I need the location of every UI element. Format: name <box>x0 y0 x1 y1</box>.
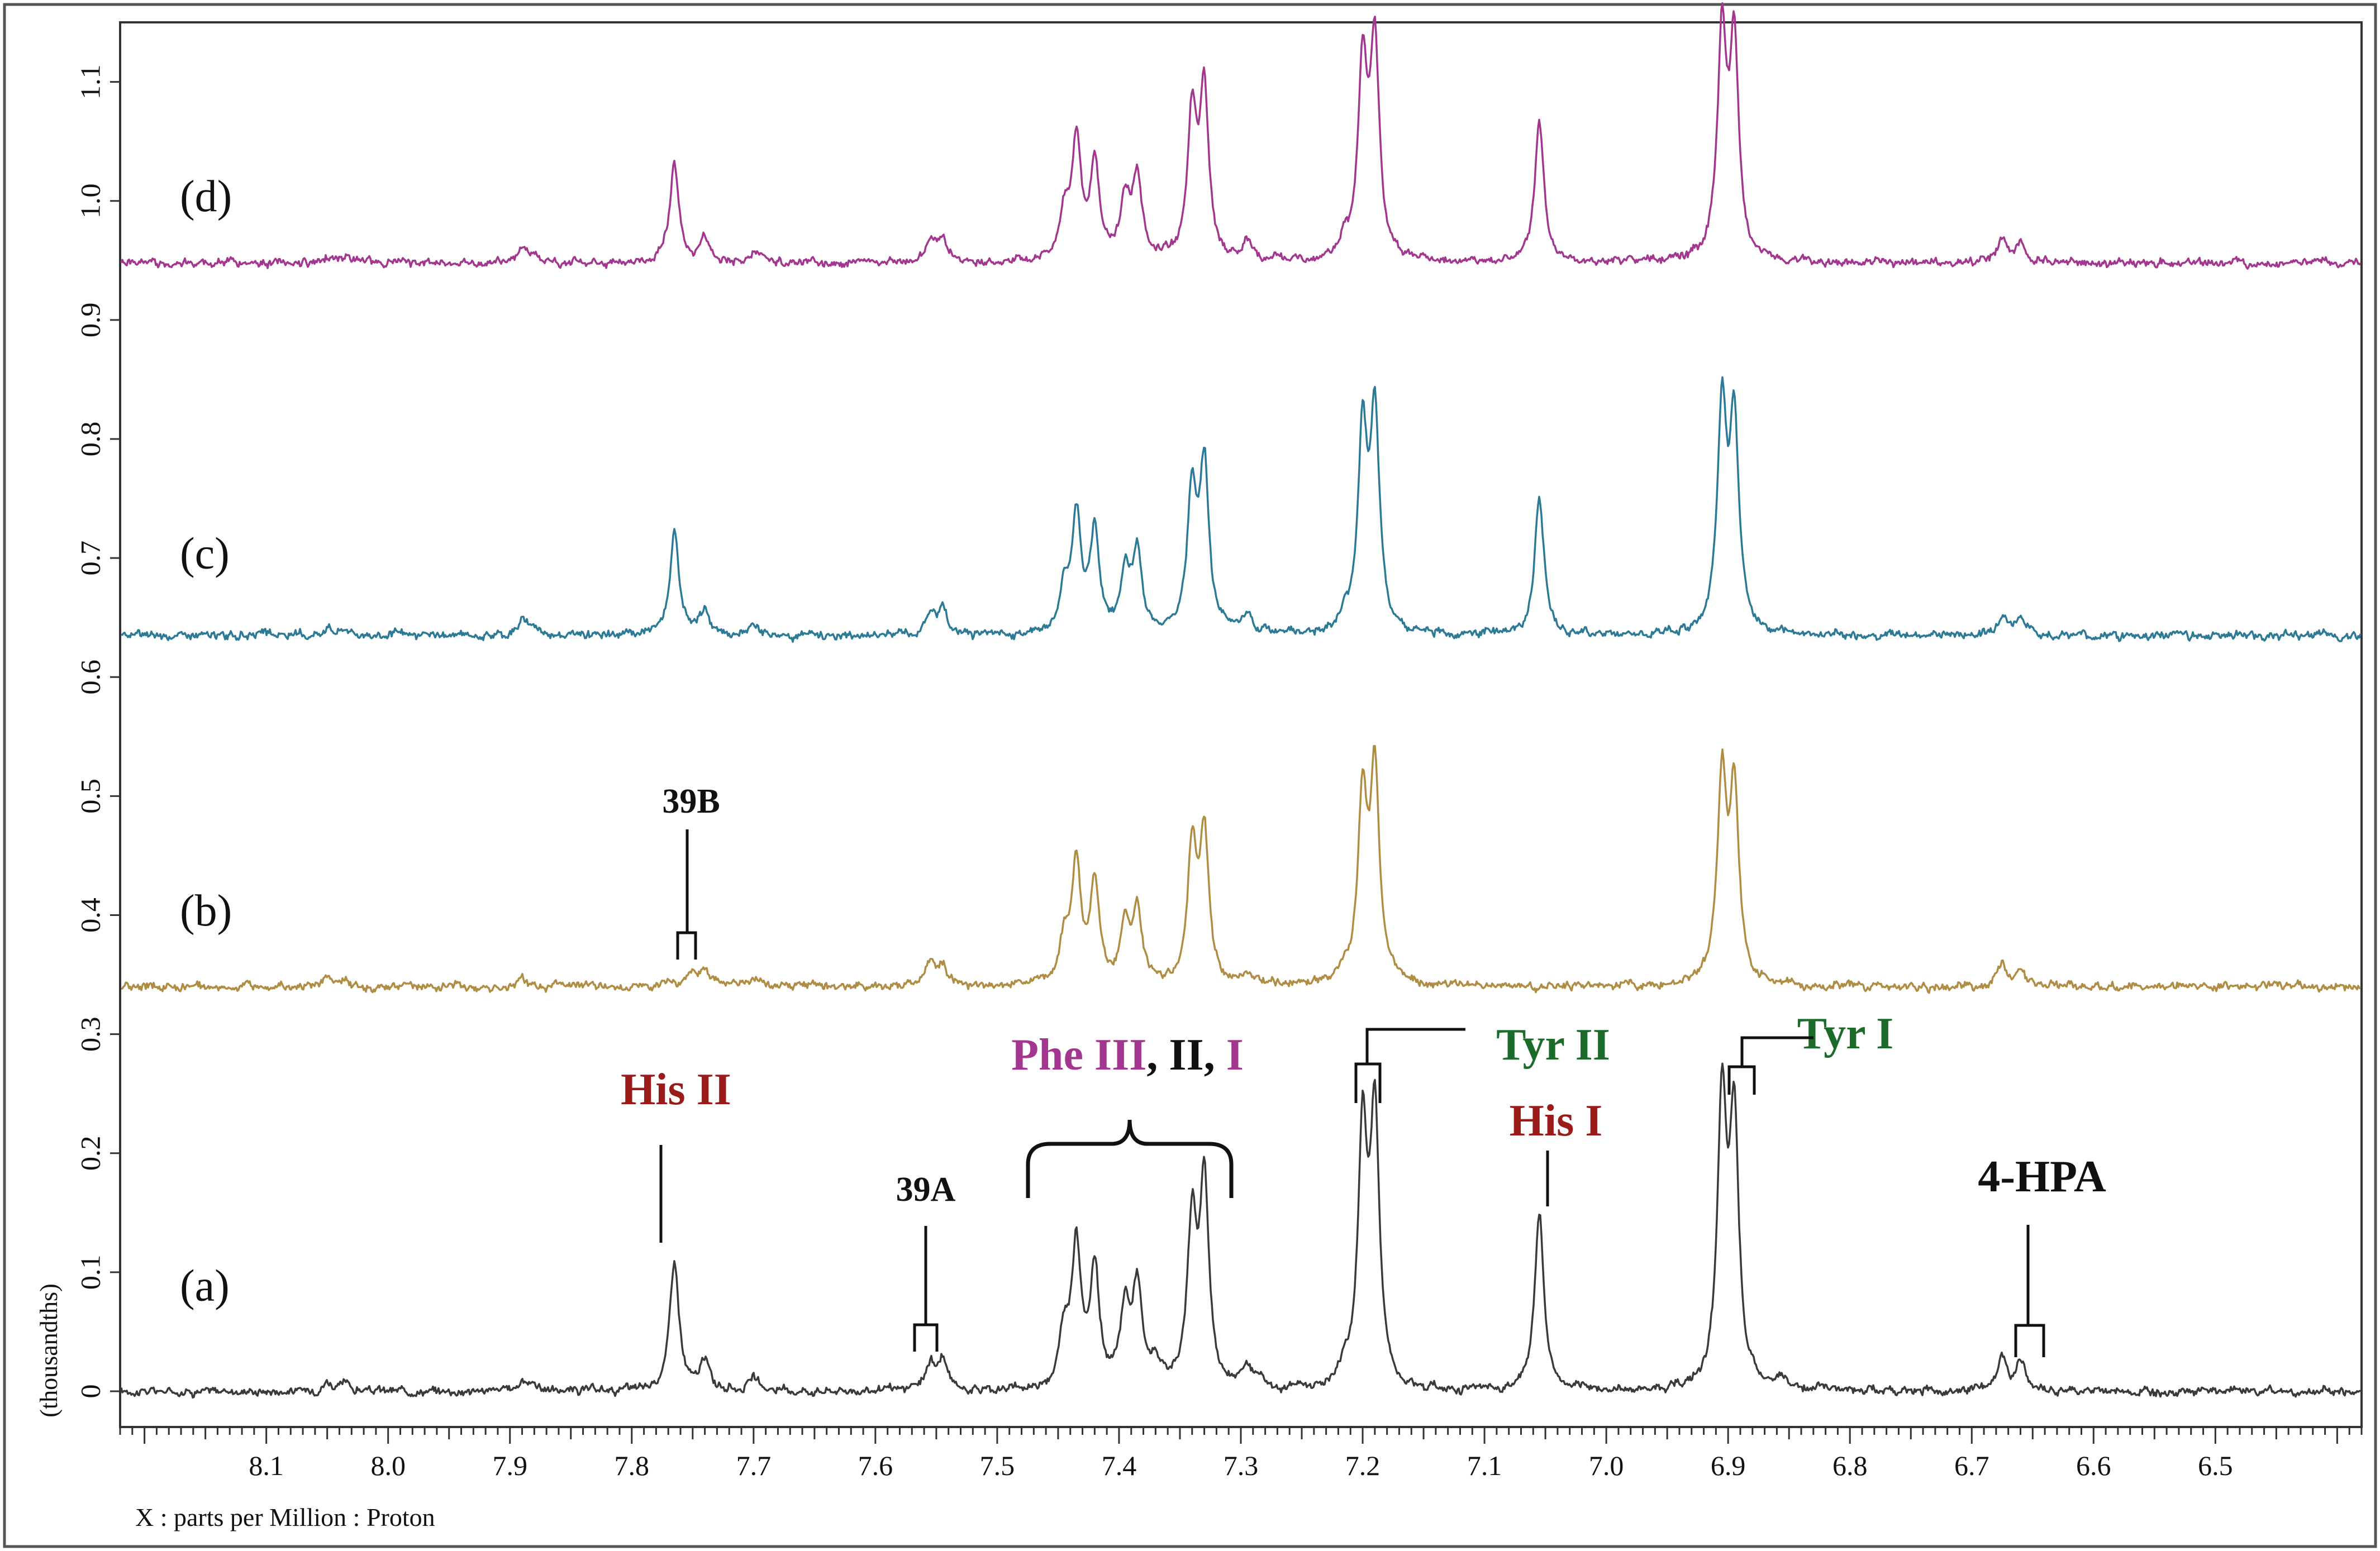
x-tick-label: 6.9 <box>1711 1450 1746 1481</box>
x-tick-label: 6.8 <box>1832 1450 1868 1481</box>
x-axis: 8.1 8.0 7.9 7.8 7.7 7.6 7.5 7.4 7.3 7.2 7.1 7.0 6.9 6… <box>119 1427 2363 1481</box>
annotation-39b: 39B <box>662 782 720 820</box>
y-axis: 0 0.1 0.2 0.3 0.4 0.5 0.6 0.7 0.8 0.9 1.0 1.1 <box>74 64 120 1399</box>
spectrum-trace-3 <box>120 2 2362 270</box>
y-tick-label: 0.3 <box>74 1016 106 1052</box>
annotation-39b-part: 39B <box>662 782 720 820</box>
tyr-i-bracket <box>1727 1065 1756 1095</box>
tyr-ii-bracket <box>1354 1062 1382 1103</box>
x-tick-label: 7.5 <box>980 1450 1015 1481</box>
trace-label-2: (c) <box>180 529 230 578</box>
y-tick-label: 1.0 <box>74 183 106 218</box>
y-tick-label: 0.4 <box>74 898 106 933</box>
x-tick-label: 7.9 <box>492 1450 527 1481</box>
x-tick-label: 7.6 <box>858 1450 893 1481</box>
x-tick-label: 7.2 <box>1345 1450 1381 1481</box>
annotation-tyr-ii-part: Tyr II <box>1496 1020 1610 1070</box>
y-tick-label: 0 <box>74 1385 106 1399</box>
y-tick-label: 0.8 <box>74 422 106 457</box>
x-tick-label: 8.0 <box>370 1450 406 1481</box>
annotation-four-hpa: 4-HPA <box>1978 1152 2106 1201</box>
annotation-phe-part: I <box>1226 1030 1244 1080</box>
annotation-39a: 39A <box>896 1171 956 1209</box>
x-tick-label: 8.1 <box>249 1450 284 1481</box>
y-tick-label: 1.1 <box>74 64 106 99</box>
x-axis-caption: X : parts per Million : Proton <box>135 1503 435 1531</box>
x-tick-label: 7.4 <box>1102 1450 1137 1481</box>
trace-labels: (a) (b) (c) (d) <box>180 172 232 1310</box>
spectrum-trace-0 <box>120 1062 2361 1399</box>
x-tick-label: 7.0 <box>1589 1450 1624 1481</box>
x-tick-label: 7.7 <box>736 1450 772 1481</box>
tyr-i-pointer <box>1740 1036 1813 1067</box>
annotation-his-i: His I <box>1510 1096 1603 1146</box>
y-tick-label: 0.2 <box>74 1136 106 1171</box>
outer-frame <box>3 3 2377 1548</box>
trace-label-1: (b) <box>180 886 232 936</box>
tyr-ii-pointer <box>1365 1028 1465 1064</box>
phe-curly-brace <box>1026 1119 1234 1198</box>
y-tick-label: 0.9 <box>74 303 106 338</box>
annotation-tyr-ii: Tyr II <box>1496 1020 1610 1070</box>
y-tick-label: 0.5 <box>74 779 106 814</box>
label-39b-bracket <box>676 931 697 960</box>
trace-label-3: (d) <box>180 172 232 221</box>
y-tick-label: 0.1 <box>74 1255 106 1290</box>
x-tick-label: 6.7 <box>1954 1450 1989 1481</box>
spectrum-trace-2 <box>121 376 2362 643</box>
spectrum-trace-1 <box>121 745 2361 994</box>
annotation-phe-part: Phe III <box>1011 1030 1146 1080</box>
x-tick-label: 6.5 <box>2198 1450 2233 1481</box>
spectra-traces <box>120 2 2362 1399</box>
y-axis-caption: (thousandths) <box>35 1283 63 1418</box>
y-tick-label: 0.7 <box>74 541 106 575</box>
x-tick-label: 7.3 <box>1224 1450 1259 1481</box>
annotation-four-hpa-part: 4-HPA <box>1978 1152 2106 1201</box>
y-tick-label: 0.6 <box>74 660 106 695</box>
annotation-his-ii: His II <box>621 1065 731 1114</box>
annotation-39a-part: 39A <box>896 1171 956 1209</box>
annotation-his-i-part: His I <box>1510 1096 1603 1146</box>
annotation-phe: Phe III, II, I <box>1011 1030 1244 1080</box>
annotation-tyr-i: Tyr I <box>1797 1009 1894 1058</box>
annotation-phe-part: , II, <box>1146 1030 1226 1080</box>
label-39a-bracket <box>913 1323 939 1352</box>
x-tick-label: 6.6 <box>2076 1450 2111 1481</box>
annotation-his-ii-part: His II <box>621 1065 731 1114</box>
four-hpa-bracket <box>2014 1324 2045 1357</box>
trace-label-0: (a) <box>180 1261 230 1310</box>
x-tick-label: 7.1 <box>1467 1450 1502 1481</box>
annotation-tyr-i-part: Tyr I <box>1797 1009 1894 1058</box>
x-tick-label: 7.8 <box>615 1450 650 1481</box>
